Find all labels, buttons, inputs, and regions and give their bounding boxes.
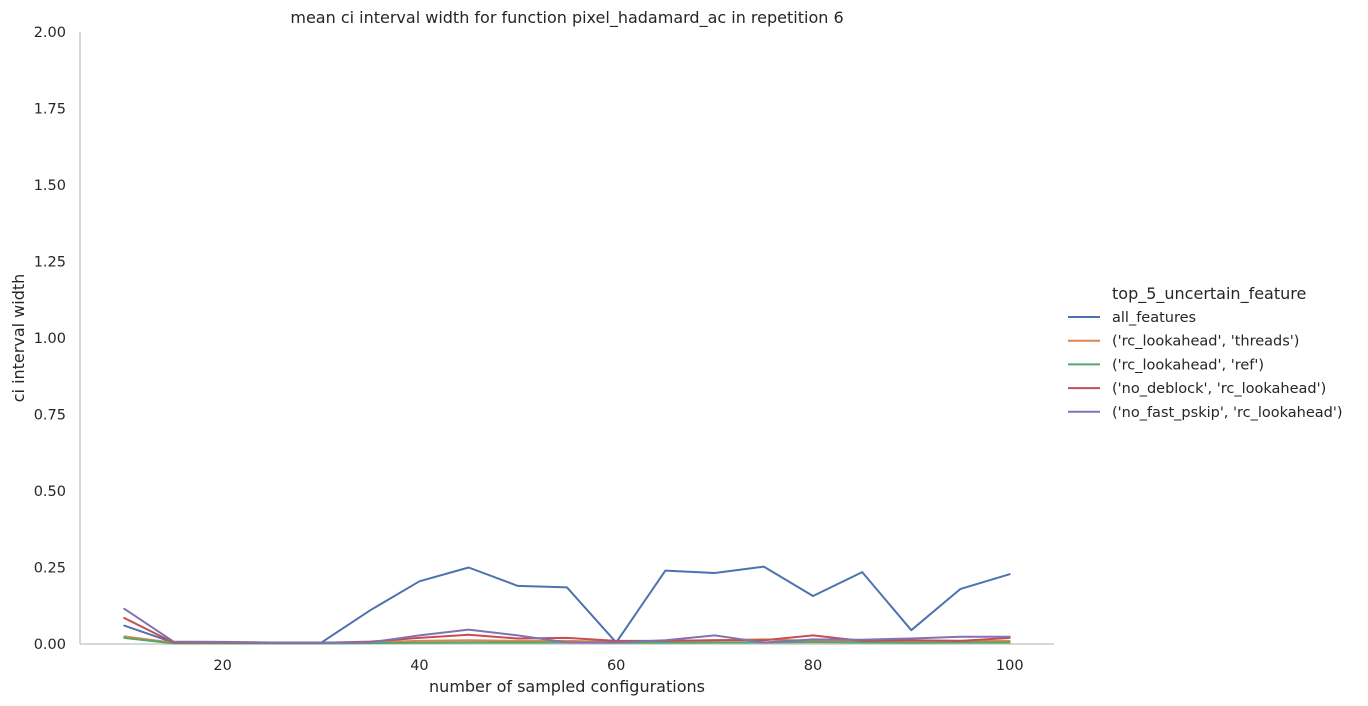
legend: top_5_uncertain_feature all_features ('rc…: [1068, 284, 1343, 421]
x-axis-ticks: 20 40 60 80 100: [213, 658, 1023, 674]
legend-item: ('rc_lookahead', 'threads'): [1068, 334, 1299, 350]
y-tick-label: 1.50: [34, 178, 66, 194]
series-line-5: [123, 607, 1011, 644]
y-tick-label: 1.25: [34, 255, 66, 271]
x-tick-label: 80: [804, 658, 822, 674]
legend-title: top_5_uncertain_feature: [1112, 284, 1306, 304]
y-tick-label: 0.50: [34, 484, 66, 500]
y-tick-label: 1.00: [34, 331, 66, 347]
legend-label: all_features: [1112, 310, 1196, 326]
y-tick-label: 0.25: [34, 561, 66, 577]
legend-item: ('rc_lookahead', 'ref'): [1068, 357, 1264, 373]
y-tick-label: 1.75: [34, 102, 66, 118]
y-tick-label: 0.75: [34, 408, 66, 424]
x-tick-label: 100: [996, 658, 1024, 674]
y-tick-label: 0.00: [34, 637, 66, 653]
series-lines: [123, 565, 1011, 645]
legend-label: ('no_fast_pskip', 'rc_lookahead'): [1112, 405, 1343, 421]
x-tick-label: 20: [213, 658, 231, 674]
legend-item: ('no_fast_pskip', 'rc_lookahead'): [1068, 405, 1343, 421]
y-axis-label: ci interval width: [9, 274, 28, 403]
chart-title: mean ci interval width for function pixe…: [290, 8, 843, 28]
legend-label: ('no_deblock', 'rc_lookahead'): [1112, 381, 1326, 397]
x-tick-label: 40: [410, 658, 428, 674]
x-axis-label: number of sampled configurations: [429, 677, 705, 696]
legend-label: ('rc_lookahead', 'threads'): [1112, 334, 1299, 350]
legend-label: ('rc_lookahead', 'ref'): [1112, 357, 1264, 373]
y-axis-ticks: 0.00 0.25 0.50 0.75 1.00 1.25 1.50 1.75 2.00: [34, 25, 66, 653]
x-tick-label: 60: [607, 658, 625, 674]
legend-item: ('no_deblock', 'rc_lookahead'): [1068, 381, 1326, 397]
y-tick-label: 2.00: [34, 25, 66, 41]
series-line-1: [123, 565, 1011, 644]
legend-item: all_features: [1068, 310, 1196, 326]
